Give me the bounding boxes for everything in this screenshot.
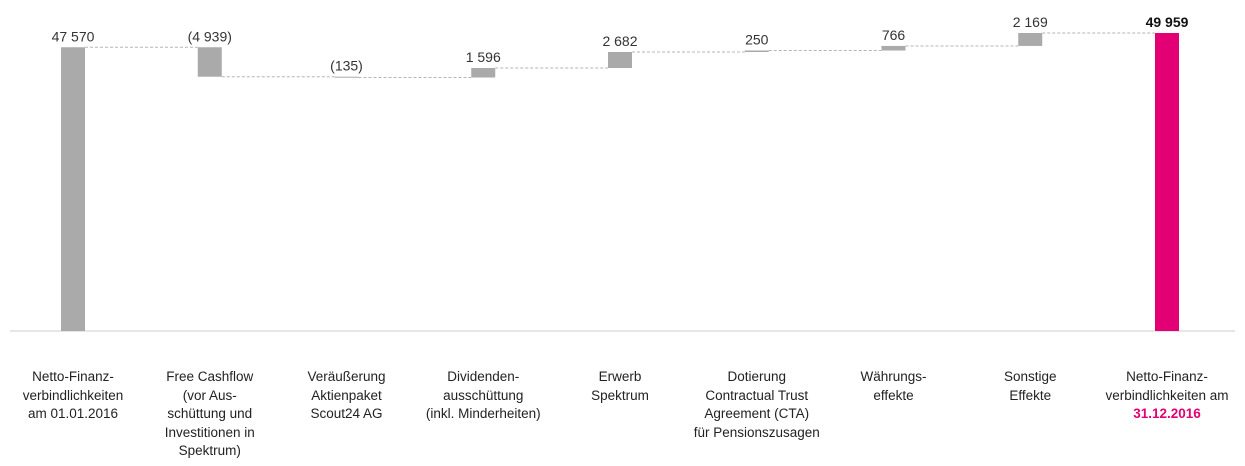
bar-6: [744, 50, 769, 52]
category-highlight-date: 31.12.2016: [1133, 406, 1201, 421]
bar-5: [608, 51, 632, 68]
data-label-8: 2 169: [1013, 14, 1048, 30]
data-label-2: (4 939): [188, 28, 232, 44]
category-label-3: Veräußerung Aktienpaket Scout24 AG: [307, 369, 386, 421]
category-label-7: Währungs- effekte: [860, 369, 927, 403]
bar-1: [61, 47, 85, 332]
data-label-5: 2 682: [602, 33, 637, 49]
category-label-8: Sonstige Effekte: [1003, 369, 1057, 403]
bar-2: [197, 47, 222, 77]
data-label-1: 47 570: [52, 28, 95, 44]
category-label-4: Dividenden- ausschüttung (inkl. Minderhe…: [425, 369, 541, 421]
data-label-4: 1 596: [466, 49, 501, 65]
data-label-7: 766: [882, 27, 906, 43]
category-label-5: Erwerb Spektrum: [591, 369, 649, 403]
category-label-2: Free Cashflow (vor Aus- schüttung und In…: [164, 369, 255, 458]
data-label-3: (135): [330, 58, 363, 74]
category-label-1: Netto-Finanz- verbindlichkeiten am 01.01…: [22, 369, 124, 421]
bar-3: [334, 76, 359, 78]
bar-8: [1018, 33, 1043, 46]
bar-7: [881, 45, 906, 51]
category-label-9: Netto-Finanz- verbindlichkeiten am 31.12…: [1105, 369, 1229, 421]
bar-9: [1155, 33, 1179, 331]
bar-4: [471, 67, 496, 78]
data-label-9: 49 959: [1146, 14, 1189, 30]
category-label-6: Dotierung Contractual Trust Agreement (C…: [693, 369, 820, 440]
data-label-6: 250: [745, 32, 769, 48]
